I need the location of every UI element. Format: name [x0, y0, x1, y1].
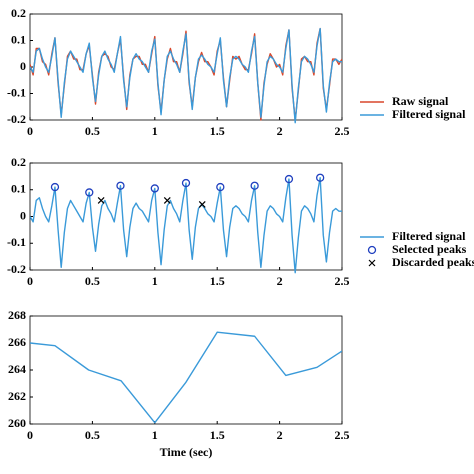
legend-label: Filtered signal	[392, 107, 466, 121]
axes-box	[29, 315, 343, 425]
legend-label: Filtered signal	[392, 229, 466, 243]
peak-marker	[368, 259, 376, 267]
peak-marker	[116, 181, 125, 190]
series-line	[30, 331, 342, 424]
peak-marker	[198, 201, 206, 208]
x-tick-label: 0.5	[85, 428, 100, 442]
peak-marker	[316, 173, 325, 182]
y-tick-label: 0.2	[11, 6, 26, 20]
y-tick-label: -0.1	[7, 85, 26, 99]
y-tick-label: 266	[8, 335, 26, 349]
legend-label: Selected peaks	[392, 242, 467, 256]
y-tick-label: 0.1	[11, 32, 26, 46]
plot-area	[30, 177, 342, 274]
legend-label: Raw signal	[392, 94, 449, 108]
peak-marker	[367, 245, 377, 255]
peak-marker	[50, 182, 60, 192]
x-tick-label: 2	[277, 428, 283, 442]
x-tick-label: 1.5	[210, 124, 225, 138]
y-tick-label: 0.2	[11, 155, 26, 169]
x-tick-label: 1	[152, 124, 158, 138]
x-tick-label: 2.5	[335, 428, 350, 442]
x-tick-label: 0	[27, 428, 33, 442]
y-tick-label: 260	[8, 416, 26, 430]
y-tick-label: 0	[20, 59, 26, 73]
peak-marker	[97, 197, 105, 204]
peak-marker	[216, 182, 225, 192]
series-line	[30, 177, 342, 274]
peak-marker	[150, 184, 159, 193]
x-axis-label: Time (sec)	[160, 445, 213, 459]
x-tick-label: 2.5	[335, 274, 350, 288]
y-tick-label: -0.2	[7, 112, 26, 126]
x-tick-label: 1.5	[210, 428, 225, 442]
plot-area	[30, 27, 342, 124]
x-tick-label: 0	[27, 274, 33, 288]
y-tick-label: 268	[8, 308, 26, 322]
y-tick-label: 262	[8, 389, 26, 403]
legend-label: Discarded peaks	[392, 255, 474, 269]
y-tick-label: 264	[8, 362, 26, 376]
x-tick-label: 2.5	[335, 124, 350, 138]
y-tick-label: -0.2	[7, 262, 26, 276]
x-tick-label: 2	[277, 124, 283, 138]
y-tick-label: 0.1	[11, 182, 26, 196]
peak-marker	[181, 178, 191, 188]
peak-marker	[250, 181, 259, 190]
x-tick-label: 0	[27, 124, 33, 138]
x-tick-label: 1	[152, 428, 158, 442]
y-tick-label: -0.1	[7, 235, 26, 249]
x-tick-label: 0.5	[85, 124, 100, 138]
x-tick-label: 1.5	[210, 274, 225, 288]
peak-marker	[85, 188, 94, 197]
x-tick-label: 0.5	[85, 274, 100, 288]
peak-marker	[163, 197, 171, 204]
series-line	[30, 27, 342, 124]
plot-area	[30, 331, 342, 424]
x-tick-label: 1	[152, 274, 158, 288]
x-tick-label: 2	[277, 274, 283, 288]
axes-box	[29, 13, 343, 121]
y-tick-label: 0	[20, 208, 26, 222]
peak-marker	[284, 174, 294, 184]
